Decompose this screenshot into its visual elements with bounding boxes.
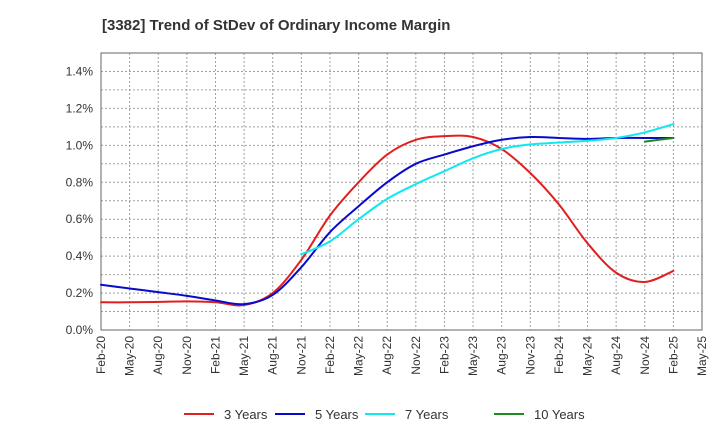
legend-label-10-years: 10 Years — [534, 407, 585, 422]
series-line-3-years — [100, 134, 675, 307]
x-tick-label: May-24 — [581, 336, 595, 376]
x-tick-label: May-20 — [123, 336, 137, 376]
chart-title: [3382] Trend of StDev of Ordinary Income… — [102, 17, 450, 34]
x-tick-label: Aug-21 — [266, 336, 280, 375]
x-axis-tick-labels: Feb-20 May-20 Aug-20 Nov-20 Feb-21 May-21 Aug-… — [94, 336, 709, 376]
x-tick-label: May-23 — [466, 336, 480, 376]
legend: 3 Years 5 Years 7 Years 10 Years — [184, 407, 585, 422]
y-tick-label: 0.2% — [66, 286, 94, 300]
y-tick-label: 1.4% — [66, 64, 94, 78]
y-tick-label: 0.4% — [66, 249, 94, 263]
series-lines — [100, 123, 675, 307]
y-axis-tick-labels: 0.0% 0.2% 0.4% 0.6% 0.8% 1.0% 1.2% 1.4% — [66, 64, 94, 337]
x-tick-label: Nov-24 — [638, 336, 652, 375]
x-tick-label: Feb-24 — [552, 336, 566, 374]
x-tick-label: May-22 — [352, 336, 366, 376]
x-tick-label: May-25 — [695, 336, 709, 376]
series-line-7-years — [300, 123, 675, 256]
axes — [100, 52, 703, 331]
x-tick-label: Nov-22 — [409, 336, 423, 375]
y-tick-label: 0.8% — [66, 175, 94, 189]
x-tick-label: Feb-20 — [94, 336, 108, 374]
series-line-5-years — [100, 135, 675, 306]
x-tick-label: Feb-23 — [437, 336, 451, 374]
x-tick-label: May-21 — [237, 336, 251, 376]
x-tick-label: Nov-23 — [523, 336, 537, 375]
legend-label-7-years: 7 Years — [405, 407, 449, 422]
y-tick-label: 0.6% — [66, 212, 94, 226]
x-tick-label: Feb-25 — [666, 336, 680, 374]
x-tick-label: Aug-24 — [609, 336, 623, 375]
series-line-10-years — [643, 136, 675, 143]
x-tick-label: Feb-22 — [323, 336, 337, 374]
x-tick-label: Aug-23 — [495, 336, 509, 375]
y-tick-label: 1.2% — [66, 101, 94, 115]
legend-label-5-years: 5 Years — [315, 407, 359, 422]
y-tick-label: 0.0% — [66, 323, 94, 337]
x-tick-label: Feb-21 — [208, 336, 222, 374]
x-tick-label: Nov-20 — [180, 336, 194, 375]
x-tick-label: Nov-21 — [294, 336, 308, 375]
legend-label-3-years: 3 Years — [224, 407, 268, 422]
x-tick-label: Aug-22 — [380, 336, 394, 375]
y-tick-label: 1.0% — [66, 138, 94, 152]
plot-border — [100, 52, 703, 331]
x-tick-label: Aug-20 — [151, 336, 165, 375]
